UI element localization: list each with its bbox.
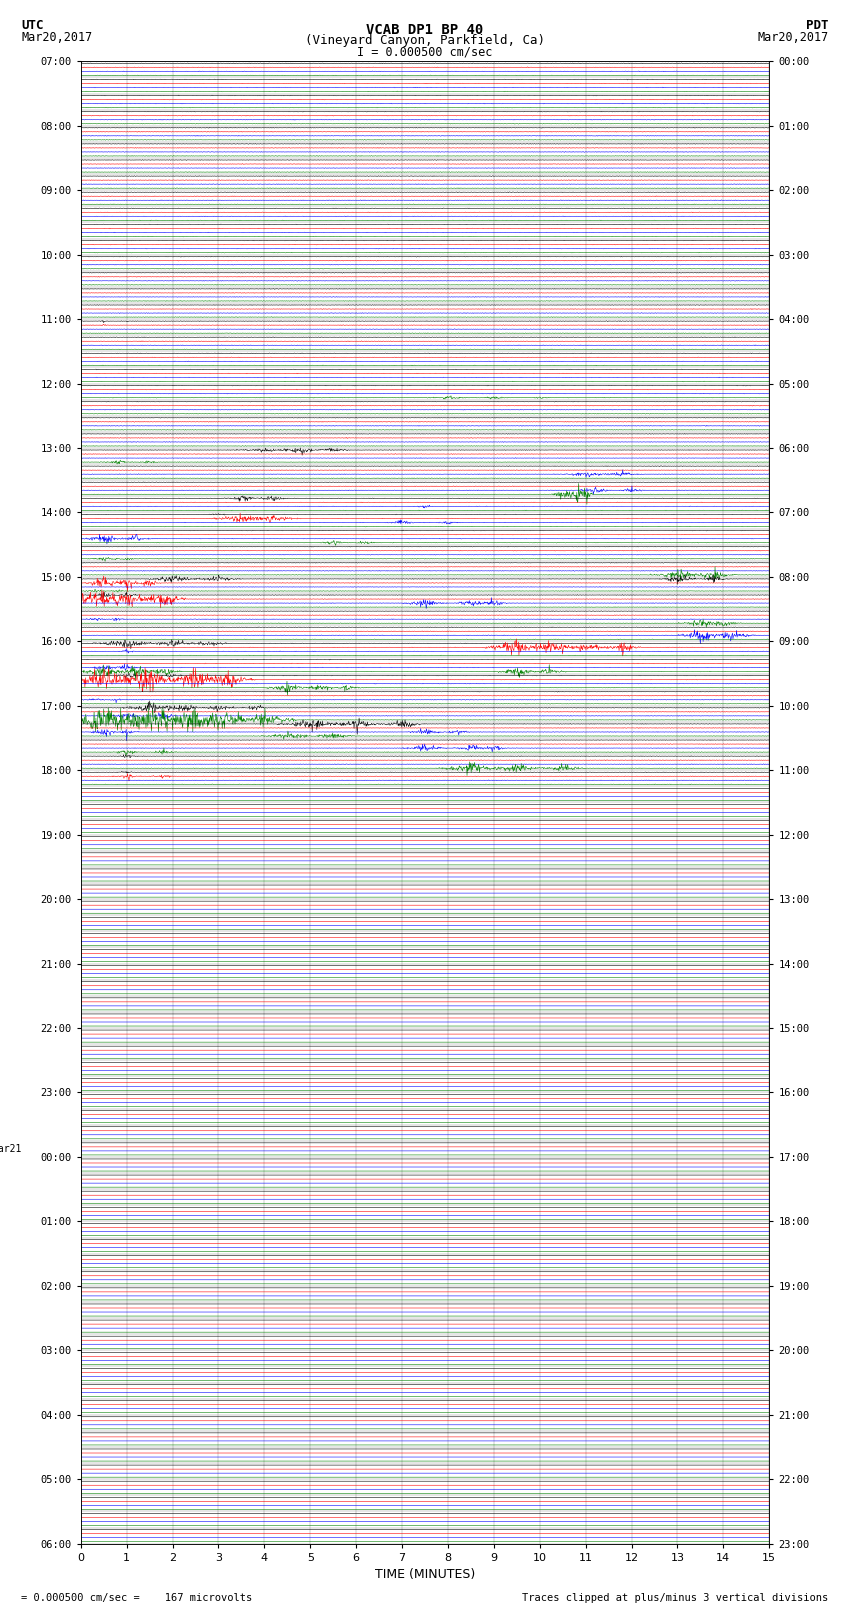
Text: (Vineyard Canyon, Parkfield, Ca): (Vineyard Canyon, Parkfield, Ca) xyxy=(305,34,545,47)
X-axis label: TIME (MINUTES): TIME (MINUTES) xyxy=(375,1568,475,1581)
Text: = 0.000500 cm/sec =    167 microvolts: = 0.000500 cm/sec = 167 microvolts xyxy=(21,1594,252,1603)
Text: Mar20,2017: Mar20,2017 xyxy=(21,31,93,44)
Text: UTC: UTC xyxy=(21,19,43,32)
Text: VCAB DP1 BP 40: VCAB DP1 BP 40 xyxy=(366,23,484,37)
Text: Mar20,2017: Mar20,2017 xyxy=(757,31,829,44)
Text: Traces clipped at plus/minus 3 vertical divisions: Traces clipped at plus/minus 3 vertical … xyxy=(523,1594,829,1603)
Text: PDT: PDT xyxy=(807,19,829,32)
Text: I = 0.000500 cm/sec: I = 0.000500 cm/sec xyxy=(357,45,493,58)
Text: Mar21: Mar21 xyxy=(0,1144,22,1153)
